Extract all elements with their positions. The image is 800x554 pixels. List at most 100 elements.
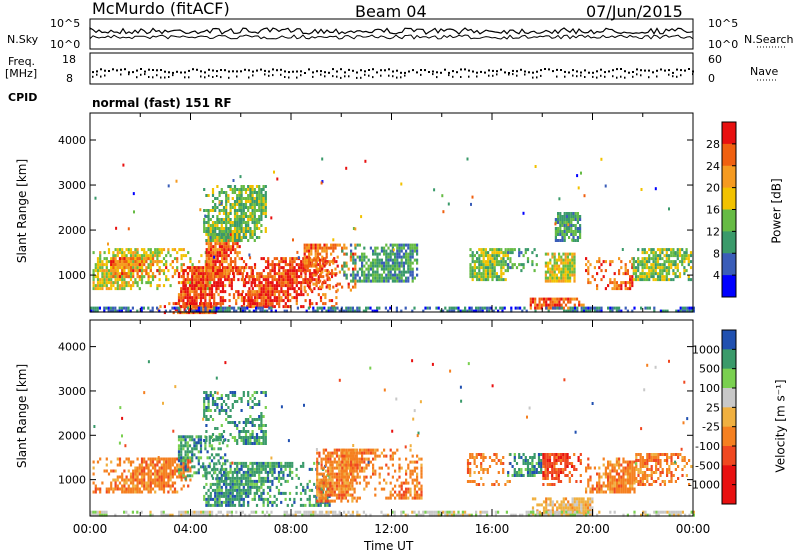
nave-marker	[404, 74, 406, 77]
power-cell	[197, 275, 200, 279]
velocity-cell	[205, 500, 208, 504]
power-cell	[147, 263, 150, 267]
power-cell	[504, 269, 507, 273]
velocity-cell	[225, 409, 228, 412]
velocity-cell	[244, 430, 248, 433]
power-cell	[222, 191, 226, 194]
power-cell	[367, 273, 370, 277]
power-cell	[253, 206, 256, 209]
power-cell	[558, 264, 561, 268]
power-cell	[136, 272, 139, 276]
power-cell	[227, 194, 230, 197]
velocity-cell	[258, 464, 261, 468]
velocity-cell	[233, 394, 237, 397]
velocity-cell	[110, 460, 113, 464]
velocity-cell	[186, 441, 189, 445]
velocity-cell	[326, 497, 329, 501]
power-cell	[132, 281, 135, 285]
velocity-cell	[160, 469, 163, 473]
power-cell	[318, 306, 321, 310]
noise-strip	[89, 18, 694, 50]
power-cell	[563, 227, 566, 230]
power-cell	[558, 270, 561, 274]
velocity-cell	[320, 457, 323, 461]
power-cell	[303, 252, 306, 256]
power-cell	[237, 290, 240, 294]
power-cell	[184, 296, 187, 300]
velocity-cell	[177, 444, 181, 448]
power-cell	[306, 269, 309, 273]
power-cell	[314, 264, 317, 268]
power-cell	[249, 293, 252, 297]
velocity-cell	[147, 484, 150, 488]
power-cell	[205, 209, 208, 212]
power-cell	[212, 269, 215, 273]
power-cell	[330, 252, 333, 256]
power-cell	[667, 263, 671, 267]
power-cell	[258, 227, 261, 230]
power-cell	[637, 263, 640, 267]
power-cell	[225, 200, 228, 203]
power-cell	[233, 188, 237, 191]
velocity-cell	[324, 481, 328, 485]
power-cell	[231, 188, 234, 191]
power-cell	[573, 279, 576, 283]
velocity-cell	[211, 439, 215, 442]
velocity-cell	[167, 460, 170, 464]
power-cell	[500, 251, 503, 255]
power-cell	[238, 251, 241, 255]
power-cell	[107, 281, 111, 285]
nave-marker	[288, 76, 290, 79]
power-cell	[204, 296, 207, 300]
power-cell	[162, 263, 166, 267]
nave-marker	[400, 76, 402, 79]
power-cell	[572, 236, 575, 239]
power-cell	[192, 305, 195, 309]
power-cell	[631, 257, 634, 261]
power-cell	[218, 263, 221, 267]
power-cell	[114, 278, 117, 282]
power-cell	[639, 278, 642, 282]
velocity-cell	[242, 427, 245, 430]
velocity-cell	[244, 421, 248, 424]
power-cell	[180, 263, 183, 267]
power-cell	[273, 287, 276, 291]
power-cell	[210, 287, 214, 291]
power-cell	[500, 278, 503, 282]
power-cell	[536, 306, 539, 310]
velocity-cell	[244, 491, 248, 495]
velocity-cell	[147, 490, 150, 494]
nave-marker	[144, 73, 146, 76]
power-cell	[681, 309, 684, 313]
power-cell	[218, 191, 221, 194]
power-cell	[229, 260, 232, 264]
velocity-cell	[189, 478, 192, 482]
power-cell	[184, 269, 187, 273]
power-cell	[376, 258, 379, 262]
velocity-cell	[249, 421, 252, 424]
power-cell	[652, 266, 655, 270]
power-cell	[316, 243, 319, 247]
power-cell	[469, 275, 472, 279]
velocity-cell	[304, 503, 307, 507]
freq-marker	[216, 70, 218, 73]
power-cell	[154, 254, 157, 258]
velocity-cell	[320, 466, 323, 470]
velocity-cell	[189, 466, 192, 470]
power-cell	[237, 278, 240, 282]
power-cell	[253, 239, 256, 242]
velocity-cell	[308, 479, 311, 483]
power-cell	[363, 255, 366, 259]
velocity-cell	[310, 503, 314, 507]
power-cell	[579, 236, 582, 239]
power-cell	[308, 246, 311, 250]
power-cell	[214, 269, 217, 273]
power-cell	[367, 279, 370, 283]
nave-marker	[580, 74, 582, 77]
power-cell	[96, 275, 100, 279]
power-cell	[316, 309, 319, 313]
freq-marker	[624, 70, 626, 73]
power-cell	[459, 309, 462, 313]
velocity-cell	[195, 441, 198, 445]
power-cell	[234, 260, 237, 264]
